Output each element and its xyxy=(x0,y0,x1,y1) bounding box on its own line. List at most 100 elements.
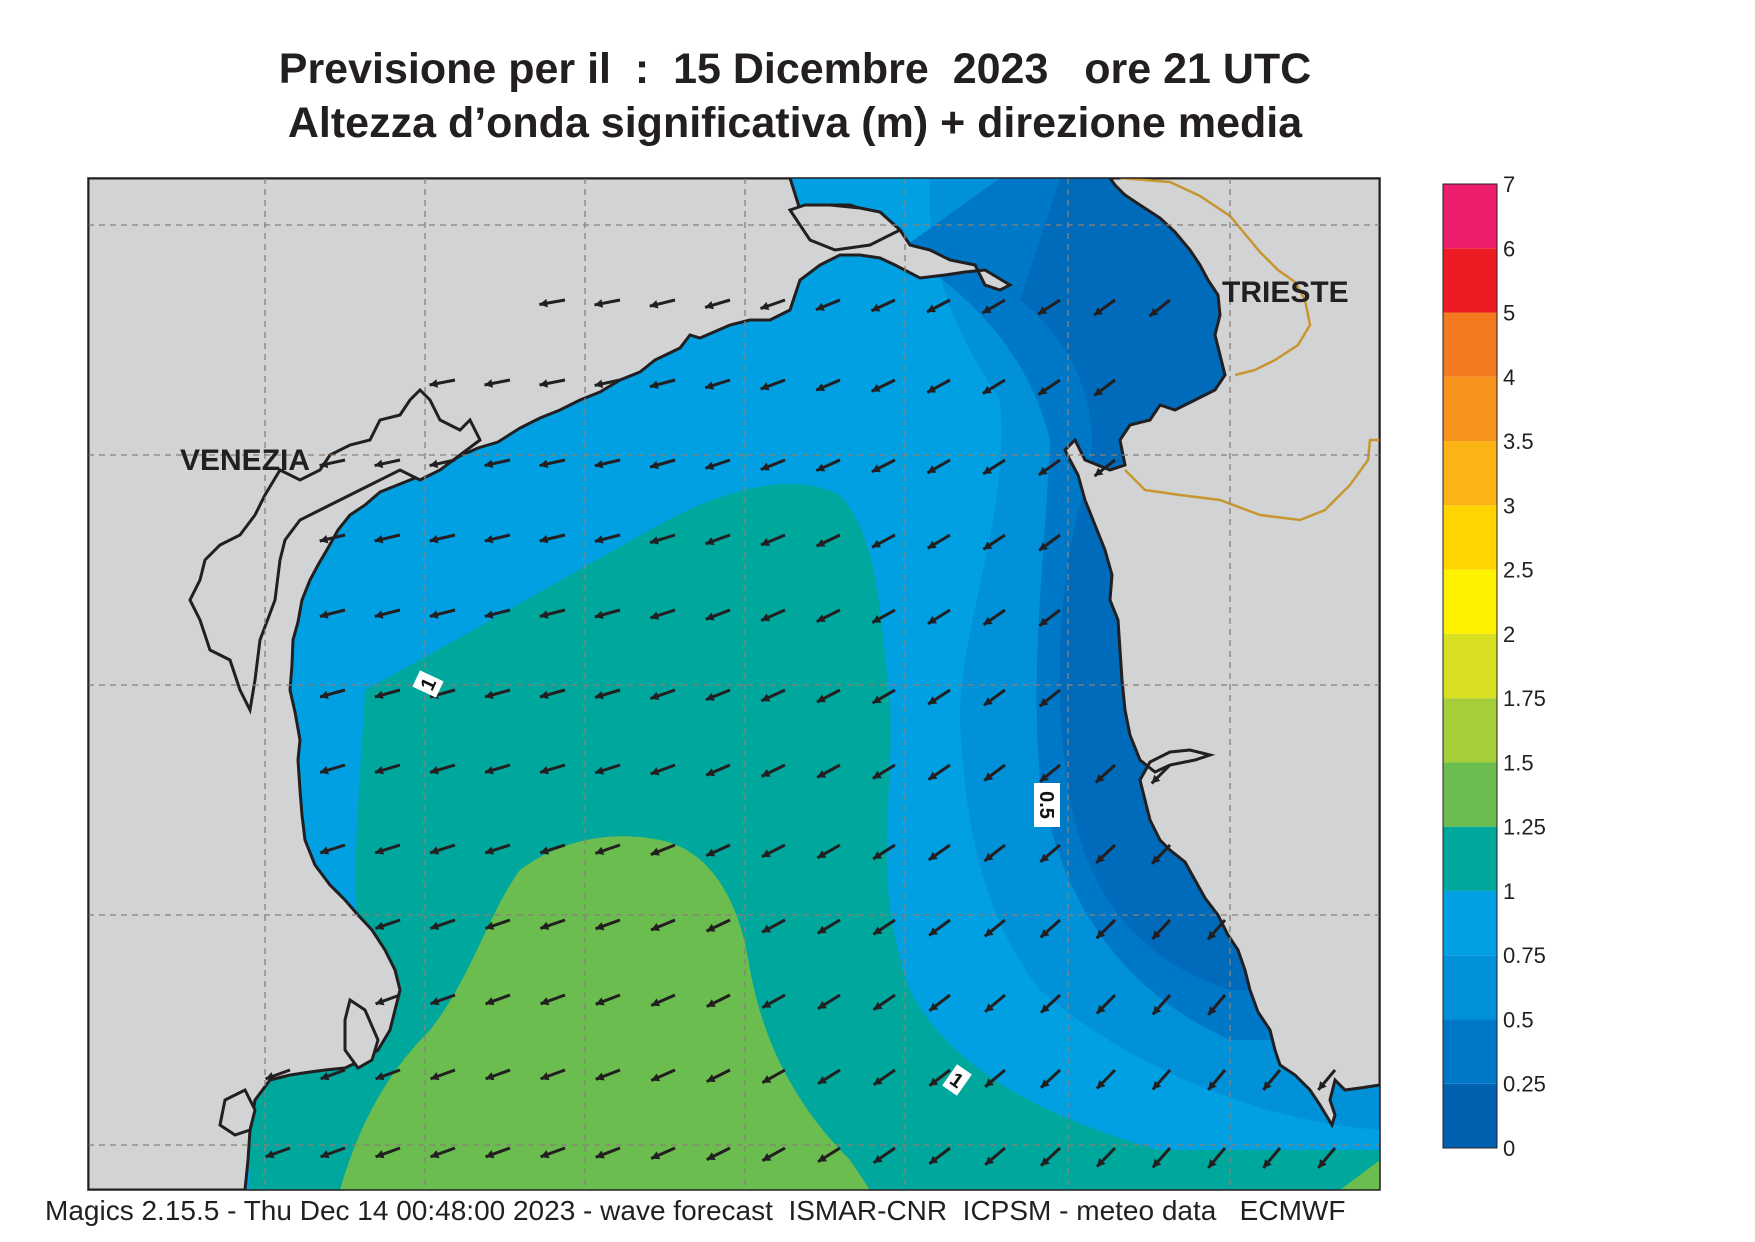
wave-arrow-head xyxy=(817,925,827,934)
wave-arrow-head xyxy=(1149,307,1159,317)
wave-arrow-head xyxy=(594,379,604,389)
wave-arrow-head xyxy=(539,379,549,388)
wave-arrow-head xyxy=(760,382,770,391)
wave-arrow-head xyxy=(817,1075,827,1084)
wave-arrow-head xyxy=(430,1072,440,1081)
contour-label-1-south: 1 xyxy=(942,1064,972,1096)
wave-arrow-head xyxy=(594,459,604,469)
wave-arrow-head xyxy=(1095,774,1105,783)
wave-arrow-head xyxy=(485,766,494,775)
wave-arrow-head xyxy=(985,1156,994,1165)
wave-arrow-head xyxy=(1039,773,1049,782)
legend-swatch xyxy=(1443,312,1497,377)
wave-arrow-head xyxy=(705,381,715,390)
wave-arrow-head xyxy=(430,1150,440,1159)
wave-arrow-head xyxy=(595,1072,605,1081)
wave-arrow-head xyxy=(927,465,937,473)
wave-arrow-head xyxy=(872,770,882,779)
border-line-north xyxy=(1119,178,1312,377)
land-southwest-peninsula xyxy=(218,1087,257,1137)
wave-arrow-head xyxy=(872,539,882,548)
wave-arrow-head xyxy=(320,766,329,775)
wave-arrow-head xyxy=(985,1003,994,1012)
wave-arrow-head xyxy=(650,767,660,776)
wave-arrow-head xyxy=(649,380,659,389)
wave-arrow-head xyxy=(928,771,938,780)
wave-arrow-head xyxy=(649,300,659,309)
wave-arrow-head xyxy=(594,610,604,619)
wave-arrow-head xyxy=(1040,853,1050,862)
wave-arrow-head xyxy=(1040,1079,1050,1088)
wave-arrow-head xyxy=(1208,1081,1217,1090)
legend-tick-label: 1.25 xyxy=(1503,815,1546,840)
city-label-venezia: VENEZIA xyxy=(180,444,310,477)
wave-arrow-head xyxy=(651,998,661,1007)
wave-arrow-head xyxy=(595,997,605,1006)
footer-credits: Magics 2.15.5 - Thu Dec 14 00:48:00 2023… xyxy=(45,1195,1346,1226)
wave-arrow-head xyxy=(762,924,772,933)
wave-arrow-head xyxy=(929,1077,939,1086)
wave-arrow-head xyxy=(929,1155,939,1164)
wave-arrow-head xyxy=(705,692,715,701)
legend-swatch xyxy=(1443,955,1497,1020)
legend-swatch xyxy=(1443,762,1497,827)
wave-arrow-head xyxy=(983,466,993,474)
wave-arrow-head xyxy=(539,459,549,469)
wave-arrow-head xyxy=(540,921,550,930)
wave-arrow-head xyxy=(817,1153,827,1162)
wave-arrow-head xyxy=(595,766,605,775)
wave-arrow-head xyxy=(484,459,494,469)
legend-swatch xyxy=(1443,698,1497,763)
title-line-1: Previsione per il : 15 Dicembre 2023 ore… xyxy=(278,45,1312,93)
wave-arrow-head xyxy=(430,766,439,775)
wave-arrow-head xyxy=(761,693,771,702)
wave-arrow-head xyxy=(816,694,826,703)
wave-arrow-head xyxy=(319,459,329,469)
wave-arrow-head xyxy=(539,534,549,544)
wave-arrow-head xyxy=(984,852,994,862)
wave-arrow-head xyxy=(871,303,881,312)
wave-arrow-head xyxy=(1040,1157,1050,1166)
legend-tick-label: 2 xyxy=(1503,622,1515,647)
wave-arrow-head xyxy=(706,1074,716,1082)
wave-arrow-head xyxy=(1038,466,1048,476)
wave-arrow-head xyxy=(873,851,883,859)
wave-arrow-head xyxy=(706,1152,716,1160)
wave-arrow-head xyxy=(760,537,770,546)
wave-arrow-head xyxy=(1039,617,1049,626)
wave-arrow-head xyxy=(484,379,494,388)
wave-arrow-head xyxy=(429,379,439,388)
wave-arrow-head xyxy=(1093,307,1103,316)
wave-arrow-head xyxy=(1152,1080,1162,1090)
wave-arrow-head xyxy=(983,697,993,706)
wave-arrow-head xyxy=(539,298,548,308)
wave-arrow-head xyxy=(706,999,716,1007)
wave-arrow-head xyxy=(375,766,384,775)
legend-tick-label: 2.5 xyxy=(1503,558,1534,583)
wave-arrow-head xyxy=(1039,542,1048,551)
legend-tick-label: 1.75 xyxy=(1503,686,1546,711)
contour-label-05-text: 0.5 xyxy=(1035,791,1057,819)
wave-arrow-head xyxy=(595,1150,605,1159)
wave-arrow-head xyxy=(1208,1159,1217,1168)
wave-arrow-head xyxy=(485,1072,495,1081)
wave-arrow-head xyxy=(761,613,771,622)
city-label-trieste: TRIESTE xyxy=(1222,276,1349,309)
wave-arrow-head xyxy=(1263,1081,1272,1090)
legend-tick-label: 0 xyxy=(1503,1136,1515,1161)
wave-arrow-head xyxy=(873,1154,883,1163)
wave-arrow-head xyxy=(430,846,440,855)
wave-arrow-head xyxy=(816,538,826,547)
wave-arrow-head xyxy=(928,851,938,861)
wave-arrow-head xyxy=(484,690,494,700)
wave-arrow-head xyxy=(650,922,660,931)
wave-arrow-head xyxy=(929,1002,939,1011)
wave-arrow-head xyxy=(540,997,550,1006)
wave-arrow-head xyxy=(762,1000,772,1008)
wave-arrow-head xyxy=(320,1072,330,1081)
wave-arrow-head xyxy=(1094,467,1104,477)
wave-arrow-head xyxy=(320,1150,330,1159)
wave-arrow-head xyxy=(1038,386,1048,395)
legend-tick-label: 6 xyxy=(1503,236,1515,261)
